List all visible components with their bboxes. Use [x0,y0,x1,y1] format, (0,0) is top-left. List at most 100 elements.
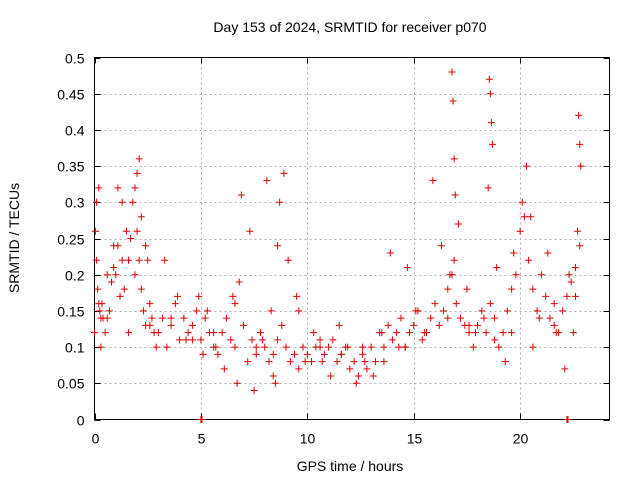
data-point [350,358,358,366]
data-point [125,329,133,337]
data-point [280,169,288,177]
data-point [135,256,143,264]
data-point [401,343,409,351]
data-point [525,256,533,264]
y-tick-labels: 0 0.05 0.1 0.15 0.2 0.25 0.3 0.35 0.4 0.45 0.5 [57,51,84,429]
data-point [139,307,147,315]
data-point [222,314,230,322]
axis-ticks [94,57,610,421]
data-point [486,90,494,98]
data-point [380,343,388,351]
data-point [97,314,105,322]
data-point [103,271,111,279]
data-point [564,416,572,423]
data-point [529,343,537,351]
data-point [422,329,430,337]
data-point [195,292,203,300]
data-point [450,256,458,264]
data-point [335,321,343,329]
data-point [565,271,573,279]
data-point [92,227,100,235]
data-point [120,285,128,293]
data-point [201,314,209,322]
y-tick-label: 0.5 [65,51,85,67]
data-point [410,321,418,329]
data-point [542,292,550,300]
data-point [369,372,377,380]
data-point [576,140,584,148]
data-point [344,343,352,351]
data-point [395,343,403,351]
data-point [320,350,328,358]
data-point [148,314,156,322]
data-point [125,256,133,264]
data-point [173,292,181,300]
data-point [465,321,473,329]
data-point [397,314,405,322]
data-point [188,321,196,329]
data-point [518,198,526,206]
data-point [352,379,360,387]
data-point [259,336,267,344]
data-point [182,336,190,344]
data-point [508,285,516,293]
data-point [167,314,175,322]
data-point [444,285,452,293]
data-point [252,350,260,358]
data-point [386,249,394,257]
data-point [457,314,465,322]
data-point [295,365,303,373]
data-point [493,263,501,271]
plot-frame [94,57,610,420]
data-point [577,162,585,170]
data-point [378,329,386,337]
data-point [491,336,499,344]
data-point [244,358,252,366]
data-point [233,379,241,387]
data-point [263,177,271,185]
data-point [388,336,396,344]
data-point [482,329,490,337]
data-point [276,198,284,206]
data-point [380,358,388,366]
data-point [131,271,139,279]
data-point [239,321,247,329]
data-point [210,329,218,337]
data-point [574,227,582,235]
data-point [516,227,524,235]
data-point [563,292,571,300]
data-point [427,314,435,322]
data-point [393,329,401,337]
data-point [327,372,335,380]
data-point [152,343,160,351]
data-point [523,162,531,170]
y-tick-label: 0.2 [65,268,85,284]
data-point [559,307,567,315]
data-point [93,198,101,206]
data-point [144,256,152,264]
data-point [405,329,413,337]
data-point [95,184,103,192]
data-point [508,329,516,337]
data-point [316,343,324,351]
data-point [361,358,369,366]
data-point [440,307,448,315]
data-point [451,191,459,199]
data-point [484,184,492,192]
data-point [220,365,228,373]
data-point [520,213,528,221]
data-point [167,321,175,329]
grid-lines [94,57,610,420]
x-axis-label: GPS time / hours [297,458,404,474]
data-point [561,365,569,373]
data-point [463,285,471,293]
data-point [454,220,462,228]
data-point [246,227,254,235]
data-point [446,271,454,279]
y-tick-label: 0.4 [65,123,85,139]
data-point [333,358,341,366]
y-tick-label: 0.1 [65,340,85,356]
data-point [512,271,520,279]
data-point [184,329,192,337]
data-point [418,336,426,344]
